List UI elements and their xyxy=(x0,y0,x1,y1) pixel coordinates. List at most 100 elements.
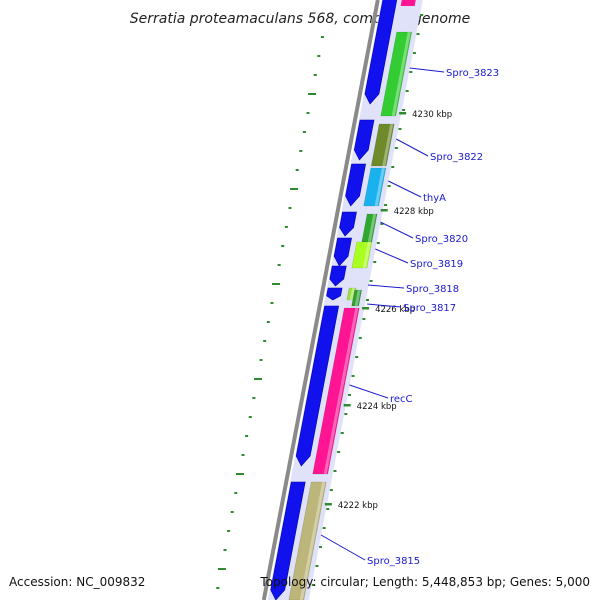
gc-skew-mark xyxy=(306,112,310,114)
gc-skew-mark xyxy=(241,454,245,456)
gc-skew-mark xyxy=(263,340,267,342)
gene-shade-spro-3820 xyxy=(367,214,377,242)
gene-shade-spro-3817 xyxy=(354,290,361,306)
major-tick xyxy=(343,404,351,407)
gene-shade-spro-3815 xyxy=(299,482,326,600)
gene-label-recc[interactable]: recC xyxy=(390,394,413,405)
gc-skew-mark xyxy=(281,245,285,247)
gc-skew-mark xyxy=(234,492,238,494)
kbp-label: 4224 kbp xyxy=(357,402,397,412)
gc-skew-mark xyxy=(245,435,249,437)
gene-spro-3819[interactable] xyxy=(351,241,373,269)
gene-spro-3822[interactable] xyxy=(370,123,395,167)
ruler-tick xyxy=(369,280,373,282)
gc-skew-mark xyxy=(295,169,299,171)
ruler-tick xyxy=(420,14,424,16)
leader-spro-3820 xyxy=(380,221,414,239)
forward-gene-top[interactable] xyxy=(381,0,397,6)
gc-skew-mark xyxy=(253,378,262,380)
gene-spro-3817[interactable] xyxy=(351,289,363,307)
major-tick xyxy=(399,112,407,115)
gene-thya[interactable] xyxy=(363,167,387,207)
kbp-label: 4230 kbp xyxy=(412,110,452,120)
gc-skew-mark xyxy=(313,74,317,76)
gc-skew-mark xyxy=(317,55,321,57)
forward-gene-7[interactable] xyxy=(295,305,340,467)
forward-gene-2[interactable] xyxy=(345,163,367,207)
kbp-label: 4226 kbp xyxy=(375,305,415,315)
forward-gene-3[interactable] xyxy=(339,211,357,237)
ruler-tick xyxy=(333,470,337,472)
gene-label-spro-3823[interactable]: Spro_3823 xyxy=(446,68,499,79)
gene-shade-spro-3818 xyxy=(349,288,356,300)
ruler-tick xyxy=(326,508,330,510)
forward-genes xyxy=(270,0,398,600)
forward-gene-0[interactable] xyxy=(364,0,398,105)
gene-label-spro-3820[interactable]: Spro_3820 xyxy=(415,234,468,245)
gene-spro-3823[interactable] xyxy=(380,31,413,117)
kbp-label: 4228 kbp xyxy=(394,207,434,217)
ruler-tick xyxy=(340,432,344,434)
ruler-tick xyxy=(376,242,380,244)
gene-shade-spro-3819 xyxy=(362,242,371,268)
gc-skew-mark xyxy=(302,131,306,133)
ruler-tick xyxy=(412,52,416,54)
partial-gene-top[interactable] xyxy=(400,0,416,6)
forward-gene-5[interactable] xyxy=(329,265,347,287)
leader-spro-3823 xyxy=(409,67,445,73)
leader-spro-3818 xyxy=(367,284,405,289)
leader-spro-3817 xyxy=(367,303,402,308)
gc-skew-mark xyxy=(299,150,303,152)
gene-label-spro-3819[interactable]: Spro_3819 xyxy=(410,259,463,270)
accession-label: Accession: NC_009832 xyxy=(9,575,145,589)
major-tick xyxy=(380,209,388,212)
kbp-label: 4222 kbp xyxy=(338,501,378,511)
major-tick xyxy=(362,307,370,310)
leader-thya xyxy=(388,180,422,198)
genome-backbone xyxy=(261,0,380,600)
gene-label-spro-3818[interactable]: Spro_3818 xyxy=(406,284,459,295)
gc-skew-mark xyxy=(308,93,317,95)
ruler-ticks: 4230 kbp 4228 kbp 4226 kbp 4224 kbp 4222 kbp xyxy=(311,14,452,586)
gene-spro-3815[interactable] xyxy=(288,481,327,600)
gene-label-spro-3817[interactable]: Spro_3817 xyxy=(403,303,456,314)
gene-labels: Spro_3823 Spro_3822 thyA Spro_3820 Spro_3819… xyxy=(320,67,499,567)
ruler-tick xyxy=(402,109,406,111)
gc-skew-mark xyxy=(290,188,299,190)
forward-gene-1[interactable] xyxy=(353,119,375,161)
forward-gene-8[interactable] xyxy=(270,481,306,600)
ruler-tick xyxy=(405,90,409,92)
gene-label-spro-3815[interactable]: Spro_3815 xyxy=(367,556,420,567)
gc-skew-mark xyxy=(235,473,244,475)
ruler-tick xyxy=(380,223,384,225)
gc-skew-mark xyxy=(320,36,324,38)
gc-skew-mark xyxy=(266,321,270,323)
gene-label-thya[interactable]: thyA xyxy=(423,193,446,204)
forward-gene-4[interactable] xyxy=(333,237,352,267)
gc-skew-mark xyxy=(284,226,288,228)
gene-shade-thya xyxy=(374,168,385,206)
backbone-line xyxy=(261,0,380,600)
gene-label-spro-3822[interactable]: Spro_3822 xyxy=(430,152,483,163)
ruler-tick xyxy=(358,337,362,339)
ruler-tick xyxy=(344,413,348,415)
leader-spro-3819 xyxy=(375,248,409,264)
forward-gene-6[interactable] xyxy=(326,287,343,301)
major-tick xyxy=(324,503,332,506)
ruler-tick xyxy=(311,584,315,586)
ruler-tick xyxy=(384,204,388,206)
ruler-tick xyxy=(362,318,366,320)
gene-recc[interactable] xyxy=(312,307,360,475)
leader-spro-3822 xyxy=(396,138,429,157)
ruler-tick xyxy=(365,299,369,301)
gene-shade-recc xyxy=(323,308,359,474)
gc-skew-mark xyxy=(259,359,263,361)
genome-stats: Topology: circular; Length: 5,448,853 bp… xyxy=(259,575,590,589)
ruler-tick xyxy=(391,166,395,168)
leader-recc xyxy=(349,384,389,399)
ruler-tick xyxy=(387,185,391,187)
ruler-tick xyxy=(337,451,341,453)
ruler-tick xyxy=(409,71,413,73)
gc-skew-mark xyxy=(216,587,220,589)
